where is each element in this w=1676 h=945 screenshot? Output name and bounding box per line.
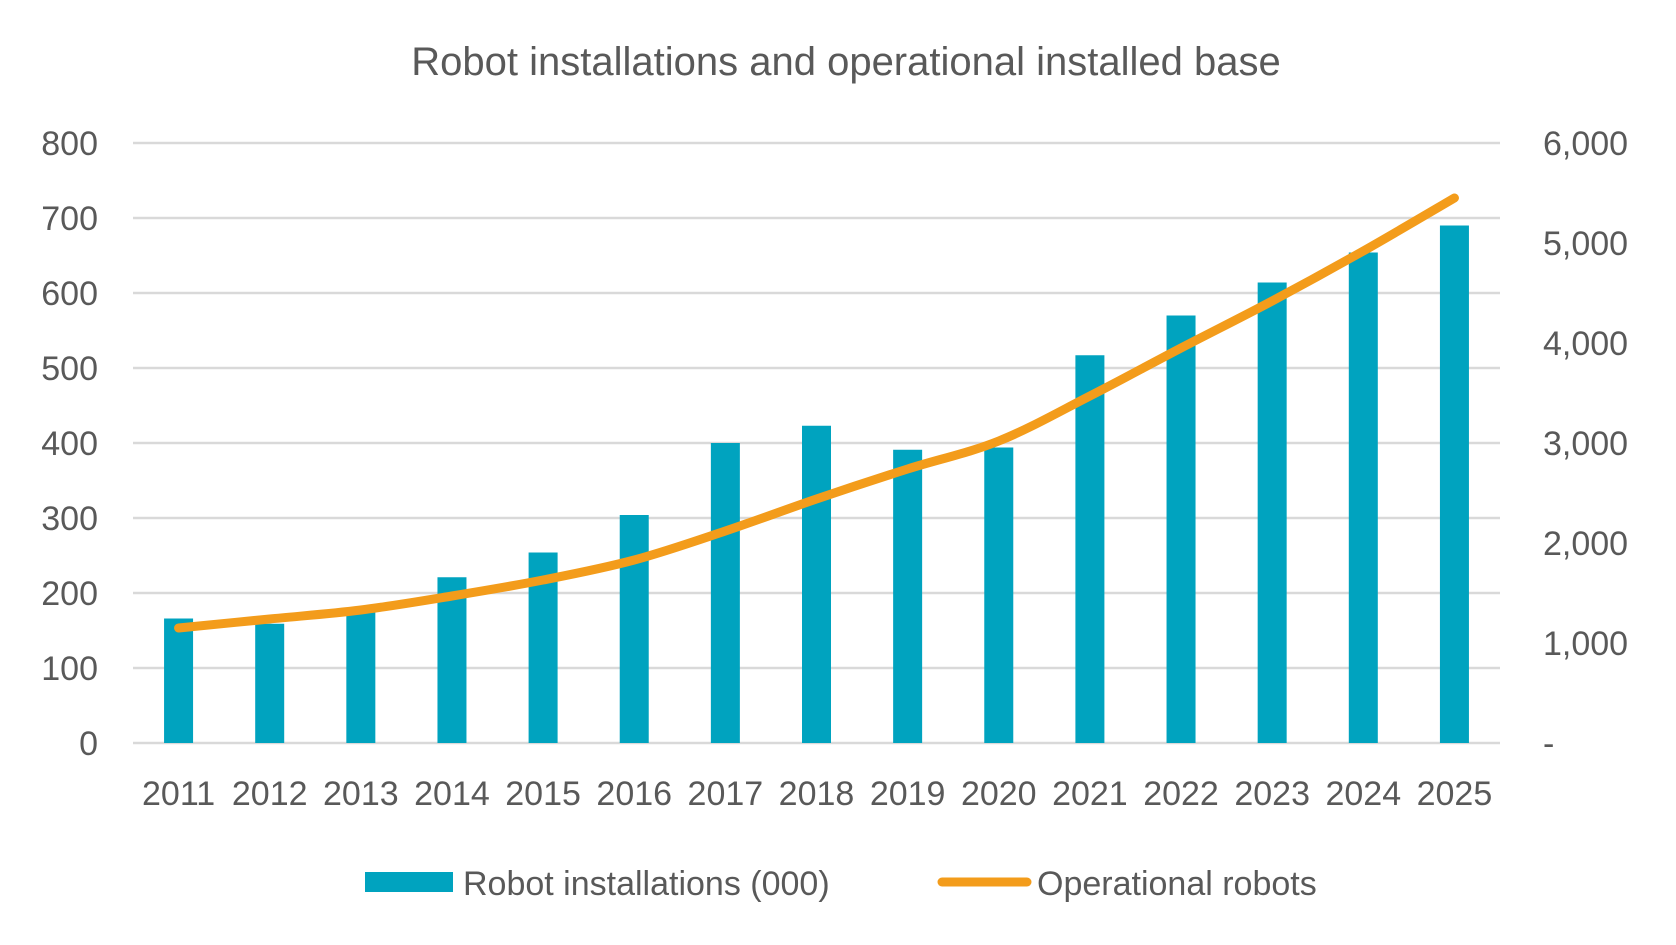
legend-swatch-installations: [365, 872, 453, 892]
bar-2020: [984, 447, 1014, 743]
line-point-2024: [1362, 250, 1364, 252]
line-point-2019: [907, 468, 909, 470]
line-point-2012: [269, 618, 271, 620]
x-tick-label: 2018: [779, 775, 855, 813]
line-point-2017: [724, 530, 726, 532]
right-tick-label: 4,000: [1543, 325, 1628, 363]
left-tick-label: 600: [41, 275, 98, 313]
x-tick-label: 2016: [596, 775, 672, 813]
left-tick-label: 700: [41, 200, 98, 238]
line-point-2015: [542, 579, 544, 581]
legend-label-installations: Robot installations (000): [463, 865, 830, 903]
x-tick-label: 2011: [142, 775, 215, 813]
bar-2025: [1439, 225, 1469, 743]
left-tick-label: 300: [41, 500, 98, 538]
line-point-2022: [1180, 347, 1182, 349]
left-tick-label: 0: [79, 725, 98, 763]
right-tick-label: 2,000: [1543, 525, 1628, 563]
right-axis: - 1,000 2,000 3,000 4,000 5,000 6,000: [1543, 125, 1628, 763]
left-axis: 0 100 200 300 400 500 600 700 800: [41, 125, 98, 763]
bars: [164, 225, 1469, 743]
x-tick-label: 2017: [688, 775, 764, 813]
line-point-2025: [1453, 197, 1455, 199]
x-tick-label: 2021: [1052, 775, 1128, 813]
line-point-2016: [633, 559, 635, 561]
x-tick-label: 2019: [870, 775, 946, 813]
bar-2022: [1166, 315, 1196, 743]
bar-2012: [255, 623, 285, 743]
right-tick-label: 1,000: [1543, 625, 1628, 663]
left-tick-label: 200: [41, 575, 98, 613]
line-point-2018: [816, 498, 817, 500]
line-point-2013: [360, 609, 362, 611]
left-tick-label: 500: [41, 350, 98, 388]
bar-2018: [802, 425, 831, 743]
line-point-2023: [1271, 300, 1273, 302]
x-tick-label: 2015: [505, 775, 581, 813]
line-layer: [174, 193, 1459, 633]
right-tick-label: 6,000: [1543, 125, 1628, 163]
line-point-2011: [178, 627, 180, 629]
bar-2013: [346, 609, 376, 743]
x-axis: 2011 2012 2013 2014 2015 2016 2017 2018 2019 2020…: [142, 775, 1492, 813]
x-tick-label: 2020: [961, 775, 1037, 813]
line-point-2020: [998, 440, 1000, 442]
bar-2016: [619, 515, 649, 743]
left-tick-label: 100: [41, 650, 98, 688]
bar-2021: [1075, 355, 1105, 743]
right-tick-label: 3,000: [1543, 425, 1628, 463]
legend: Robot installations (000) Operational rob…: [365, 865, 1317, 903]
left-tick-label: 800: [41, 125, 98, 163]
line-point-2021: [1089, 395, 1091, 397]
x-tick-label: 2022: [1143, 775, 1219, 813]
line-point-2014: [451, 595, 453, 597]
bar-2014: [437, 577, 467, 743]
chart-title: Robot installations and operational inst…: [411, 40, 1280, 84]
x-tick-label: 2014: [414, 775, 490, 813]
right-tick-label: 5,000: [1543, 225, 1628, 263]
bar-2011: [164, 618, 194, 743]
line-operational-robots: [174, 193, 1459, 633]
x-tick-label: 2023: [1234, 775, 1310, 813]
bar-2024: [1348, 252, 1378, 743]
right-tick-label: -: [1543, 725, 1554, 763]
bar-2019: [893, 449, 923, 743]
x-tick-label: 2024: [1325, 775, 1401, 813]
x-tick-label: 2025: [1417, 775, 1493, 813]
left-tick-label: 400: [41, 425, 98, 463]
x-tick-label: 2012: [232, 775, 308, 813]
legend-label-operational: Operational robots: [1037, 865, 1317, 903]
x-tick-label: 2013: [323, 775, 399, 813]
bar-2017: [710, 443, 740, 743]
bar-2023: [1257, 282, 1287, 743]
